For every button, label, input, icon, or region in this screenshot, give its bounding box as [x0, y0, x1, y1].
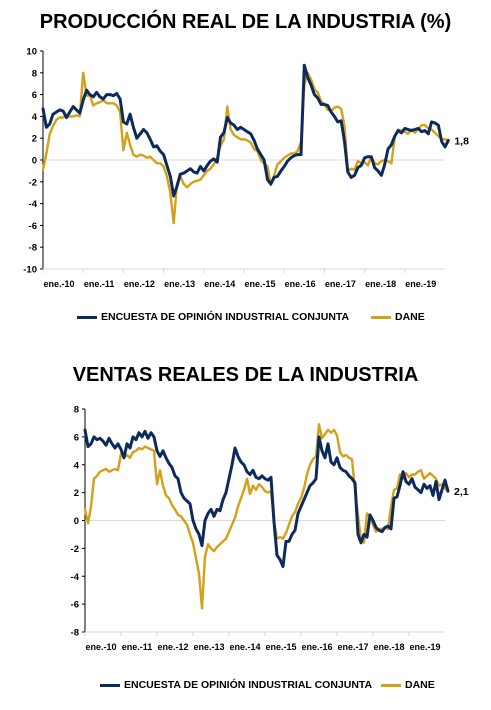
chart-produccion: PRODUCCIÓN REAL DE LA INDUSTRIA (%) 10 8 6…: [23, 11, 469, 323]
chart-title: PRODUCCIÓN REAL DE LA INDUSTRIA (%): [39, 11, 452, 33]
legend-label-dane: DANE: [405, 679, 435, 691]
x-tick-label: ene.-19: [405, 279, 436, 289]
x-tick-label: ene.-18: [365, 279, 396, 289]
y-tick-label: 2: [74, 488, 79, 499]
legend-label-encuesta: ENCUESTA DE OPINIÓN INDUSTRIAL CONJUNTA: [124, 679, 373, 691]
series-line-dane: [41, 71, 450, 225]
y-tick-label: 8: [74, 405, 79, 416]
y-tick-label: -8: [71, 628, 79, 639]
legend-item-dane: DANE: [371, 311, 425, 323]
y-tick-label: 10: [26, 47, 37, 58]
legend-swatch-dane: [381, 683, 401, 687]
x-tick-label: ene.-12: [124, 279, 155, 289]
legend-swatch-dane: [371, 315, 391, 319]
x-tick-label: ene.-13: [193, 642, 224, 652]
y-tick-label: 0: [32, 156, 37, 167]
y-tick-label: -2: [29, 177, 37, 188]
y-tick-label: 2: [32, 134, 37, 145]
series-line-dane: [83, 423, 450, 610]
x-tick-label: ene.-12: [157, 642, 188, 652]
y-tick-label: 6: [32, 90, 37, 101]
series-line-encuesta: [41, 63, 450, 198]
plot-area: 8 6 4 2 0 -2 -4 -6 -8 ene.-10 ene.-11 ene.-12 ene.-1…: [71, 405, 469, 653]
x-tick-label: ene.-14: [229, 642, 260, 652]
y-tick-label: -6: [29, 221, 37, 232]
x-tick-label: ene.-11: [122, 642, 153, 652]
legend-item-encuesta: ENCUESTA DE OPINIÓN INDUSTRIAL CONJUNTA: [100, 679, 372, 691]
x-tick-label: ene.-15: [265, 642, 296, 652]
x-tick-label: ene.-11: [84, 279, 115, 289]
y-tick-label: 6: [74, 432, 79, 443]
y-tick-label: 8: [32, 68, 37, 79]
legend-label-encuesta: ENCUESTA DE OPINIÓN INDUSTRIAL CONJUNTA: [101, 311, 350, 323]
chart-ventas: VENTAS REALES DE LA INDUSTRIA 8 6 4 2 0 -2 -4 -…: [0, 355, 491, 710]
x-tick-label: ene.-14: [204, 279, 235, 289]
y-tick-label: -8: [29, 243, 37, 254]
x-tick-label: ene.-19: [409, 642, 440, 652]
legend-swatch-encuesta: [100, 683, 120, 687]
plot-area: 10 8 6 4 2 0 -2 -4 -6 -8 -10 ene.-10 ene.-11 ene.-12 e…: [23, 47, 469, 290]
legend-item-encuesta: ENCUESTA DE OPINIÓN INDUSTRIAL CONJUNTA: [77, 311, 349, 323]
end-value-label: 1,8: [454, 135, 469, 147]
end-value-label: 2,1: [454, 486, 469, 498]
x-tick-label: ene.-16: [285, 279, 316, 289]
y-tick-label: 4: [32, 112, 38, 123]
x-tick-label: ene.-17: [325, 279, 356, 289]
series-line-encuesta: [83, 428, 450, 568]
y-tick-label: -4: [71, 572, 80, 583]
y-tick-label: -10: [23, 265, 37, 276]
legend-item-dane: DANE: [381, 679, 435, 691]
y-tick-label: -6: [71, 600, 79, 611]
x-tick-label: ene.-15: [244, 279, 275, 289]
y-tick-label: -2: [71, 544, 79, 555]
y-tick-label: 4: [74, 460, 80, 471]
x-tick-label: ene.-18: [373, 642, 404, 652]
chart-title: VENTAS REALES DE LA INDUSTRIA: [72, 364, 419, 386]
x-tick-label: ene.-10: [85, 642, 116, 652]
x-tick-label: ene.-17: [337, 642, 368, 652]
legend-label-dane: DANE: [395, 311, 425, 323]
y-tick-label: 0: [74, 516, 79, 527]
legend-swatch-encuesta: [77, 315, 97, 319]
x-tick-label: ene.-10: [43, 279, 74, 289]
x-tick-label: ene.-16: [301, 642, 332, 652]
y-tick-label: -4: [29, 199, 38, 210]
x-tick-label: ene.-13: [164, 279, 195, 289]
